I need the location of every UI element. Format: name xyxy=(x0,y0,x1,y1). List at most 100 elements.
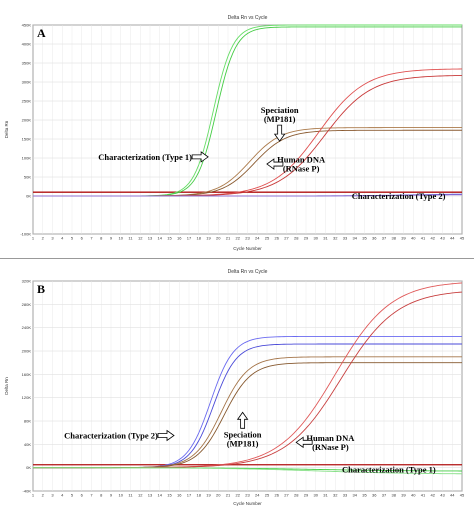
chart-a-x-tick-label: 29 xyxy=(304,236,309,241)
chart-b-x-tick-label: 27 xyxy=(284,493,289,498)
chart-a-y-tick-label: 150K xyxy=(22,137,32,142)
chart-a-x-axis-label: Cycle Number xyxy=(233,246,262,251)
chart-b-x-tick-label: 32 xyxy=(333,493,338,498)
chart-b-x-axis-label: Cycle Number xyxy=(233,501,262,506)
chart-b-x-tick-label: 19 xyxy=(206,493,211,498)
chart-b-x-tick-label: 30 xyxy=(314,493,319,498)
chart-a-annotation-text: Human DNA xyxy=(277,155,326,165)
chart-b-x-tick-label: 8 xyxy=(100,493,103,498)
chart-a-x-tick-label: 39 xyxy=(401,236,406,241)
chart-b-x-tick-label: 18 xyxy=(197,493,202,498)
chart-b-x-tick-label: 33 xyxy=(343,493,348,498)
chart-a-x-tick-label: 26 xyxy=(275,236,280,241)
chart-a-annotation-text: (MP181) xyxy=(264,114,296,124)
chart-b-x-tick-label: 34 xyxy=(353,493,358,498)
chart-a-x-tick-label: 34 xyxy=(353,236,358,241)
chart-b-x-tick-label: 16 xyxy=(177,493,182,498)
chart-b-panel-letter: B xyxy=(37,282,45,296)
chart-b-x-tick-label: 4 xyxy=(61,493,64,498)
chart-a-x-tick-label: 10 xyxy=(119,236,124,241)
chart-a-y-tick-label: 300K xyxy=(22,80,32,85)
chart-b-x-tick-label: 21 xyxy=(226,493,231,498)
chart-a-x-tick-label: 32 xyxy=(333,236,338,241)
chart-b-y-tick-label: 320K xyxy=(22,279,32,284)
chart-b-x-tick-label: 26 xyxy=(275,493,280,498)
chart-b-x-tick-label: 38 xyxy=(392,493,397,498)
chart-b-x-tick-label: 35 xyxy=(362,493,367,498)
chart-b-title: Delta Rn vs Cycle xyxy=(228,269,268,275)
chart-a-x-tick-label: 19 xyxy=(206,236,211,241)
chart-a-x-tick-label: 35 xyxy=(362,236,367,241)
chart-a-x-tick-label: 22 xyxy=(236,236,241,241)
chart-a-x-tick-label: 41 xyxy=(421,236,426,241)
chart-b-annotation-text: Characterization (Type 2) xyxy=(64,431,158,441)
chart-a-x-tick-label: 15 xyxy=(167,236,172,241)
chart-a-annotation-3: Human DNA(RNase P) xyxy=(266,155,326,174)
chart-a-annotation-arrow xyxy=(273,124,286,142)
chart-b-y-tick-label: 280K xyxy=(22,302,32,307)
chart-b-annotation-text: Speciation xyxy=(224,429,262,439)
chart-a-y-tick-label: 50K xyxy=(24,175,31,180)
chart-b-y-tick-label: 240K xyxy=(22,325,32,330)
chart-a-annotation-1: Characterization (Type 1) xyxy=(98,151,209,163)
chart-b-annotation-text: (MP181) xyxy=(227,438,259,448)
chart-b-x-tick-label: 5 xyxy=(71,493,74,498)
chart-a-x-tick-label: 23 xyxy=(245,236,250,241)
chart-b-x-tick-label: 7 xyxy=(90,493,93,498)
chart-b-annotation-arrow xyxy=(236,411,249,429)
chart-a-x-tick-label: 36 xyxy=(372,236,377,241)
chart-a-x-tick-label: 33 xyxy=(343,236,348,241)
chart-a-x-tick-label: 28 xyxy=(294,236,299,241)
chart-a-x-tick-label: 5 xyxy=(71,236,74,241)
chart-b-x-tick-label: 44 xyxy=(450,493,455,498)
chart-b-x-tick-label: 41 xyxy=(421,493,426,498)
chart-a-panel-letter: A xyxy=(37,26,46,40)
chart-a-title: Delta Rn vs Cycle xyxy=(228,15,268,21)
chart-b-annotation-text: Human DNA xyxy=(306,433,355,443)
chart-b-y-axis-label: Delta Rn xyxy=(4,377,9,395)
chart-a-x-tick-label: 13 xyxy=(148,236,153,241)
chart-b: Delta Rn vs Cycle -40K 0K 40K 80K 120K 160K 200… xyxy=(4,269,465,506)
chart-a-y-axis-label: Delta Rn xyxy=(4,120,9,138)
chart-b-x-tick-label: 12 xyxy=(138,493,143,498)
chart-a-x-tick-label: 14 xyxy=(158,236,163,241)
chart-b-x-tick-label: 29 xyxy=(304,493,309,498)
chart-b-x-tick-label: 15 xyxy=(167,493,172,498)
chart-a-x-tick-label: 20 xyxy=(216,236,221,241)
chart-b-x-tick-label: 11 xyxy=(128,493,133,498)
chart-b-x-tick-label: 10 xyxy=(119,493,124,498)
chart-a-annotation-2: Speciation(MP181) xyxy=(261,105,299,142)
chart-b-x-tick-label: 3 xyxy=(51,493,54,498)
chart-b-x-tick-label: 14 xyxy=(158,493,163,498)
chart-b-x-tick-label: 23 xyxy=(245,493,250,498)
chart-a-x-tick-label: 30 xyxy=(314,236,319,241)
chart-a-x-tick-label: 42 xyxy=(431,236,436,241)
chart-b-x-tick-label: 39 xyxy=(401,493,406,498)
chart-a-x-tick-label: 16 xyxy=(177,236,182,241)
chart-b-x-tick-label: 22 xyxy=(236,493,241,498)
chart-a-x-tick-label: 43 xyxy=(440,236,445,241)
chart-b-y-tick-label: 200K xyxy=(22,349,32,354)
chart-a-x-tick-label: 17 xyxy=(187,236,192,241)
chart-a-x-tick-label: 31 xyxy=(323,236,328,241)
chart-a-annotation-arrow xyxy=(191,151,209,163)
chart-b-x-tick-label: 42 xyxy=(431,493,436,498)
chart-panel-b: Delta Rn vs Cycle -40K 0K 40K 80K 120K 160K 200… xyxy=(0,258,474,508)
chart-a-x-tick-label: 38 xyxy=(392,236,397,241)
chart-a-y-tick-label: 250K xyxy=(22,99,32,104)
chart-b-x-tick-label: 40 xyxy=(411,493,416,498)
chart-a-y-tick-label: 200K xyxy=(22,118,32,123)
chart-a-y-tick-label: -100K xyxy=(20,232,31,237)
chart-a-x-tick-label: 12 xyxy=(138,236,143,241)
chart-a-x-tick-label: 3 xyxy=(51,236,54,241)
chart-b-x-tick-label: 25 xyxy=(265,493,270,498)
chart-a: Delta Rn vs Cycle -100K 0K 50K 100K 150K 200K 2… xyxy=(4,15,465,251)
chart-a-x-tick-label: 37 xyxy=(382,236,387,241)
chart-a-annotation-4: Characterization (Type 2) xyxy=(352,191,446,201)
chart-a-y-tick-label: 400K xyxy=(22,42,32,47)
chart-b-x-tick-label: 31 xyxy=(323,493,328,498)
chart-b-x-tick-label: 2 xyxy=(42,493,45,498)
chart-a-x-tick-label: 4 xyxy=(61,236,64,241)
chart-a-x-tick-label: 44 xyxy=(450,236,455,241)
chart-a-x-tick-label: 24 xyxy=(255,236,260,241)
